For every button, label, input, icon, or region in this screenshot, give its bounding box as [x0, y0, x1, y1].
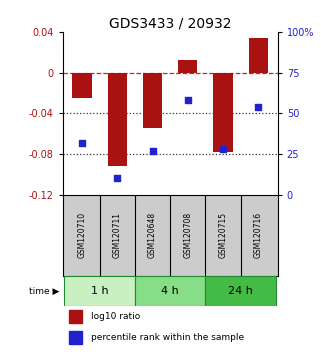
Text: GSM120711: GSM120711 [113, 212, 122, 258]
Bar [205, 276, 276, 306]
Point [79, 140, 84, 145]
Text: GSM120716: GSM120716 [254, 212, 263, 258]
Point [256, 104, 261, 109]
Point [150, 148, 155, 154]
Title: GDS3433 / 20932: GDS3433 / 20932 [109, 17, 231, 31]
Text: log10 ratio: log10 ratio [91, 312, 140, 321]
Bar [143, 73, 162, 129]
Bar [108, 73, 127, 166]
Text: GSM120715: GSM120715 [219, 212, 228, 258]
Bar [178, 60, 197, 73]
Bar [135, 276, 205, 306]
Text: percentile rank within the sample: percentile rank within the sample [91, 333, 244, 342]
Text: GSM120648: GSM120648 [148, 212, 157, 258]
Bar [69, 331, 82, 344]
Bar [213, 73, 233, 152]
Bar [248, 38, 268, 73]
Text: time ▶: time ▶ [29, 287, 59, 296]
Text: GSM120708: GSM120708 [183, 212, 192, 258]
Text: 4 h: 4 h [161, 286, 179, 296]
Point [115, 176, 120, 181]
Text: GSM120710: GSM120710 [77, 212, 86, 258]
Bar [72, 73, 92, 98]
Text: 24 h: 24 h [228, 286, 253, 296]
Bar [69, 310, 82, 323]
Point [221, 146, 226, 152]
Bar [64, 276, 135, 306]
Text: 1 h: 1 h [91, 286, 108, 296]
Point [185, 97, 190, 103]
